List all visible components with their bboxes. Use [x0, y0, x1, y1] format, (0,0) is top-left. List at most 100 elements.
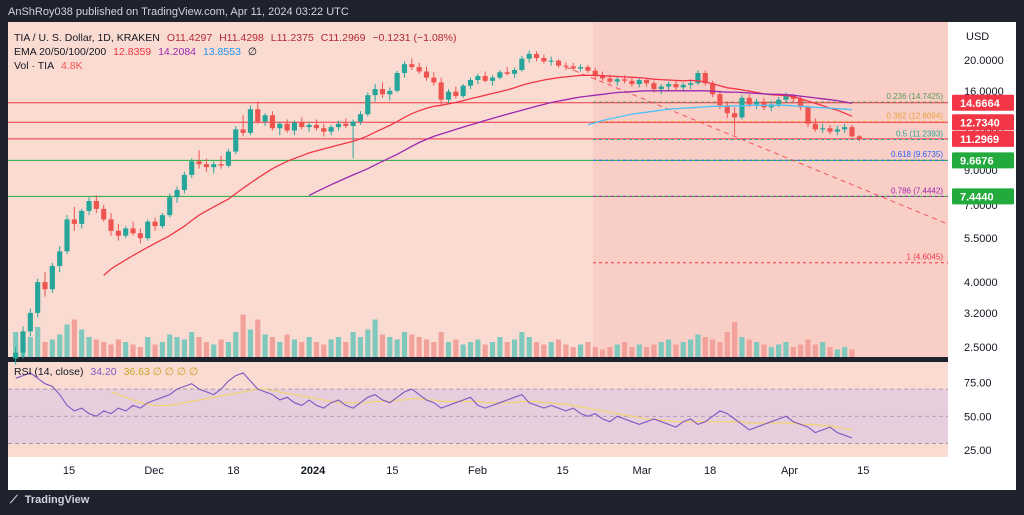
volume-bar: [13, 332, 19, 357]
volume-bar: [724, 332, 730, 357]
candle-body: [695, 73, 701, 84]
candle-body: [834, 129, 840, 132]
candle-body: [211, 164, 217, 168]
time-tick-9: Apr: [781, 465, 798, 477]
candle-body: [262, 115, 268, 122]
candle-body: [152, 221, 158, 227]
volume-bar: [511, 339, 518, 357]
volume-bar: [159, 342, 165, 357]
volume-bar: [475, 339, 481, 357]
candle-body: [563, 65, 569, 67]
legend-line-1: TIA / U. S. Dollar, 1D, KRAKEN O11.4297 …: [14, 32, 460, 44]
volume-bar: [108, 344, 114, 357]
volume-bar: [218, 339, 224, 357]
time-axis-bg: [8, 457, 1016, 490]
candle-body: [592, 70, 598, 77]
volume-bar: [489, 342, 496, 357]
volume-bar: [636, 344, 642, 357]
volume-bar: [152, 344, 158, 357]
candle-body: [350, 121, 356, 126]
volume-bar: [79, 329, 85, 357]
candle-body: [453, 91, 459, 97]
symbol-label: TIA / U. S. Dollar, 1D, KRAKEN: [14, 32, 160, 44]
volume-bar: [585, 342, 591, 357]
legend-line-3: Vol · TIA 4.8K: [14, 60, 87, 72]
volume-bar: [372, 319, 378, 357]
volume-bar: [387, 337, 393, 357]
rsi-line: [15, 372, 853, 439]
fib-label-5: 1 (4.6045): [907, 253, 944, 262]
volume-bar: [776, 344, 782, 357]
volume-bar: [269, 337, 276, 357]
volume-bar: [710, 339, 716, 357]
rsi-label: RSI (14, close): [14, 366, 84, 378]
candle-body: [394, 73, 400, 91]
candle-body: [820, 128, 826, 130]
volume-bar: [101, 342, 107, 357]
volume-bar: [453, 339, 459, 357]
candle-body: [680, 84, 686, 88]
price-badge-label-4: 7.4440: [960, 191, 994, 203]
volume-bar: [563, 344, 569, 357]
price-badge-0: [952, 94, 1014, 111]
candle-body: [827, 128, 833, 132]
candle-body: [13, 352, 19, 359]
candle-body: [20, 331, 26, 353]
volume-bar: [306, 337, 312, 357]
volume-bar: [247, 329, 253, 357]
volume-bar: [313, 342, 320, 357]
volume-bar: [137, 347, 143, 357]
volume-bar: [181, 339, 187, 357]
volume-bar: [233, 332, 239, 357]
volume-bar: [401, 332, 408, 357]
candle-body: [167, 197, 173, 216]
rsi-tick-0: 75.00: [964, 377, 992, 389]
ema200-value: ∅: [247, 46, 257, 58]
volume-bar: [482, 344, 488, 357]
high-value: H11.4298: [219, 32, 264, 44]
candle-body: [203, 164, 209, 168]
volume-bar: [357, 337, 364, 357]
volume-bar: [548, 342, 554, 357]
candle-body: [101, 208, 107, 220]
close-value: C11.2969: [320, 32, 366, 44]
candle-body: [64, 219, 70, 252]
rsi-lines: [8, 372, 948, 444]
candle-body: [225, 151, 231, 166]
volume-bar: [145, 337, 151, 357]
rsi-ma-line: [110, 388, 853, 431]
candle-body: [174, 189, 180, 198]
volume-bar: [277, 342, 283, 357]
volume-bar: [189, 332, 195, 357]
volume-bar: [86, 337, 92, 357]
volume-bar: [71, 319, 77, 357]
candle-body: [776, 99, 782, 105]
candle-body: [724, 105, 730, 114]
candle-body: [849, 127, 855, 137]
fib-label-4: 0.786 (7.4442): [891, 186, 943, 195]
candle-body: [790, 96, 796, 99]
candle-body: [445, 91, 452, 100]
candle-body: [277, 123, 283, 129]
volume-bar: [651, 344, 657, 357]
volume-bar: [255, 319, 261, 357]
candle-body: [372, 89, 378, 96]
volume-bar: [328, 339, 334, 357]
ema50-line: [308, 90, 853, 196]
candle-body: [673, 84, 679, 88]
volume-bar: [820, 342, 826, 357]
volume-bar: [783, 342, 789, 357]
candle-body: [636, 80, 642, 85]
candle-body: [460, 85, 466, 97]
fib-label-0: 0.236 (14.7425): [887, 92, 944, 101]
candle-body: [812, 123, 818, 130]
price-badge-1: [952, 114, 1014, 131]
candle-body: [93, 201, 99, 209]
footer-brand-text: TradingView: [24, 494, 90, 506]
candle-body: [130, 228, 136, 234]
time-tick-1: Dec: [144, 465, 164, 477]
volume-bar: [622, 342, 628, 357]
volume-bar: [702, 337, 708, 357]
ema20-value: 12.8359: [113, 46, 152, 58]
ema50-value: 14.2084: [158, 46, 197, 58]
